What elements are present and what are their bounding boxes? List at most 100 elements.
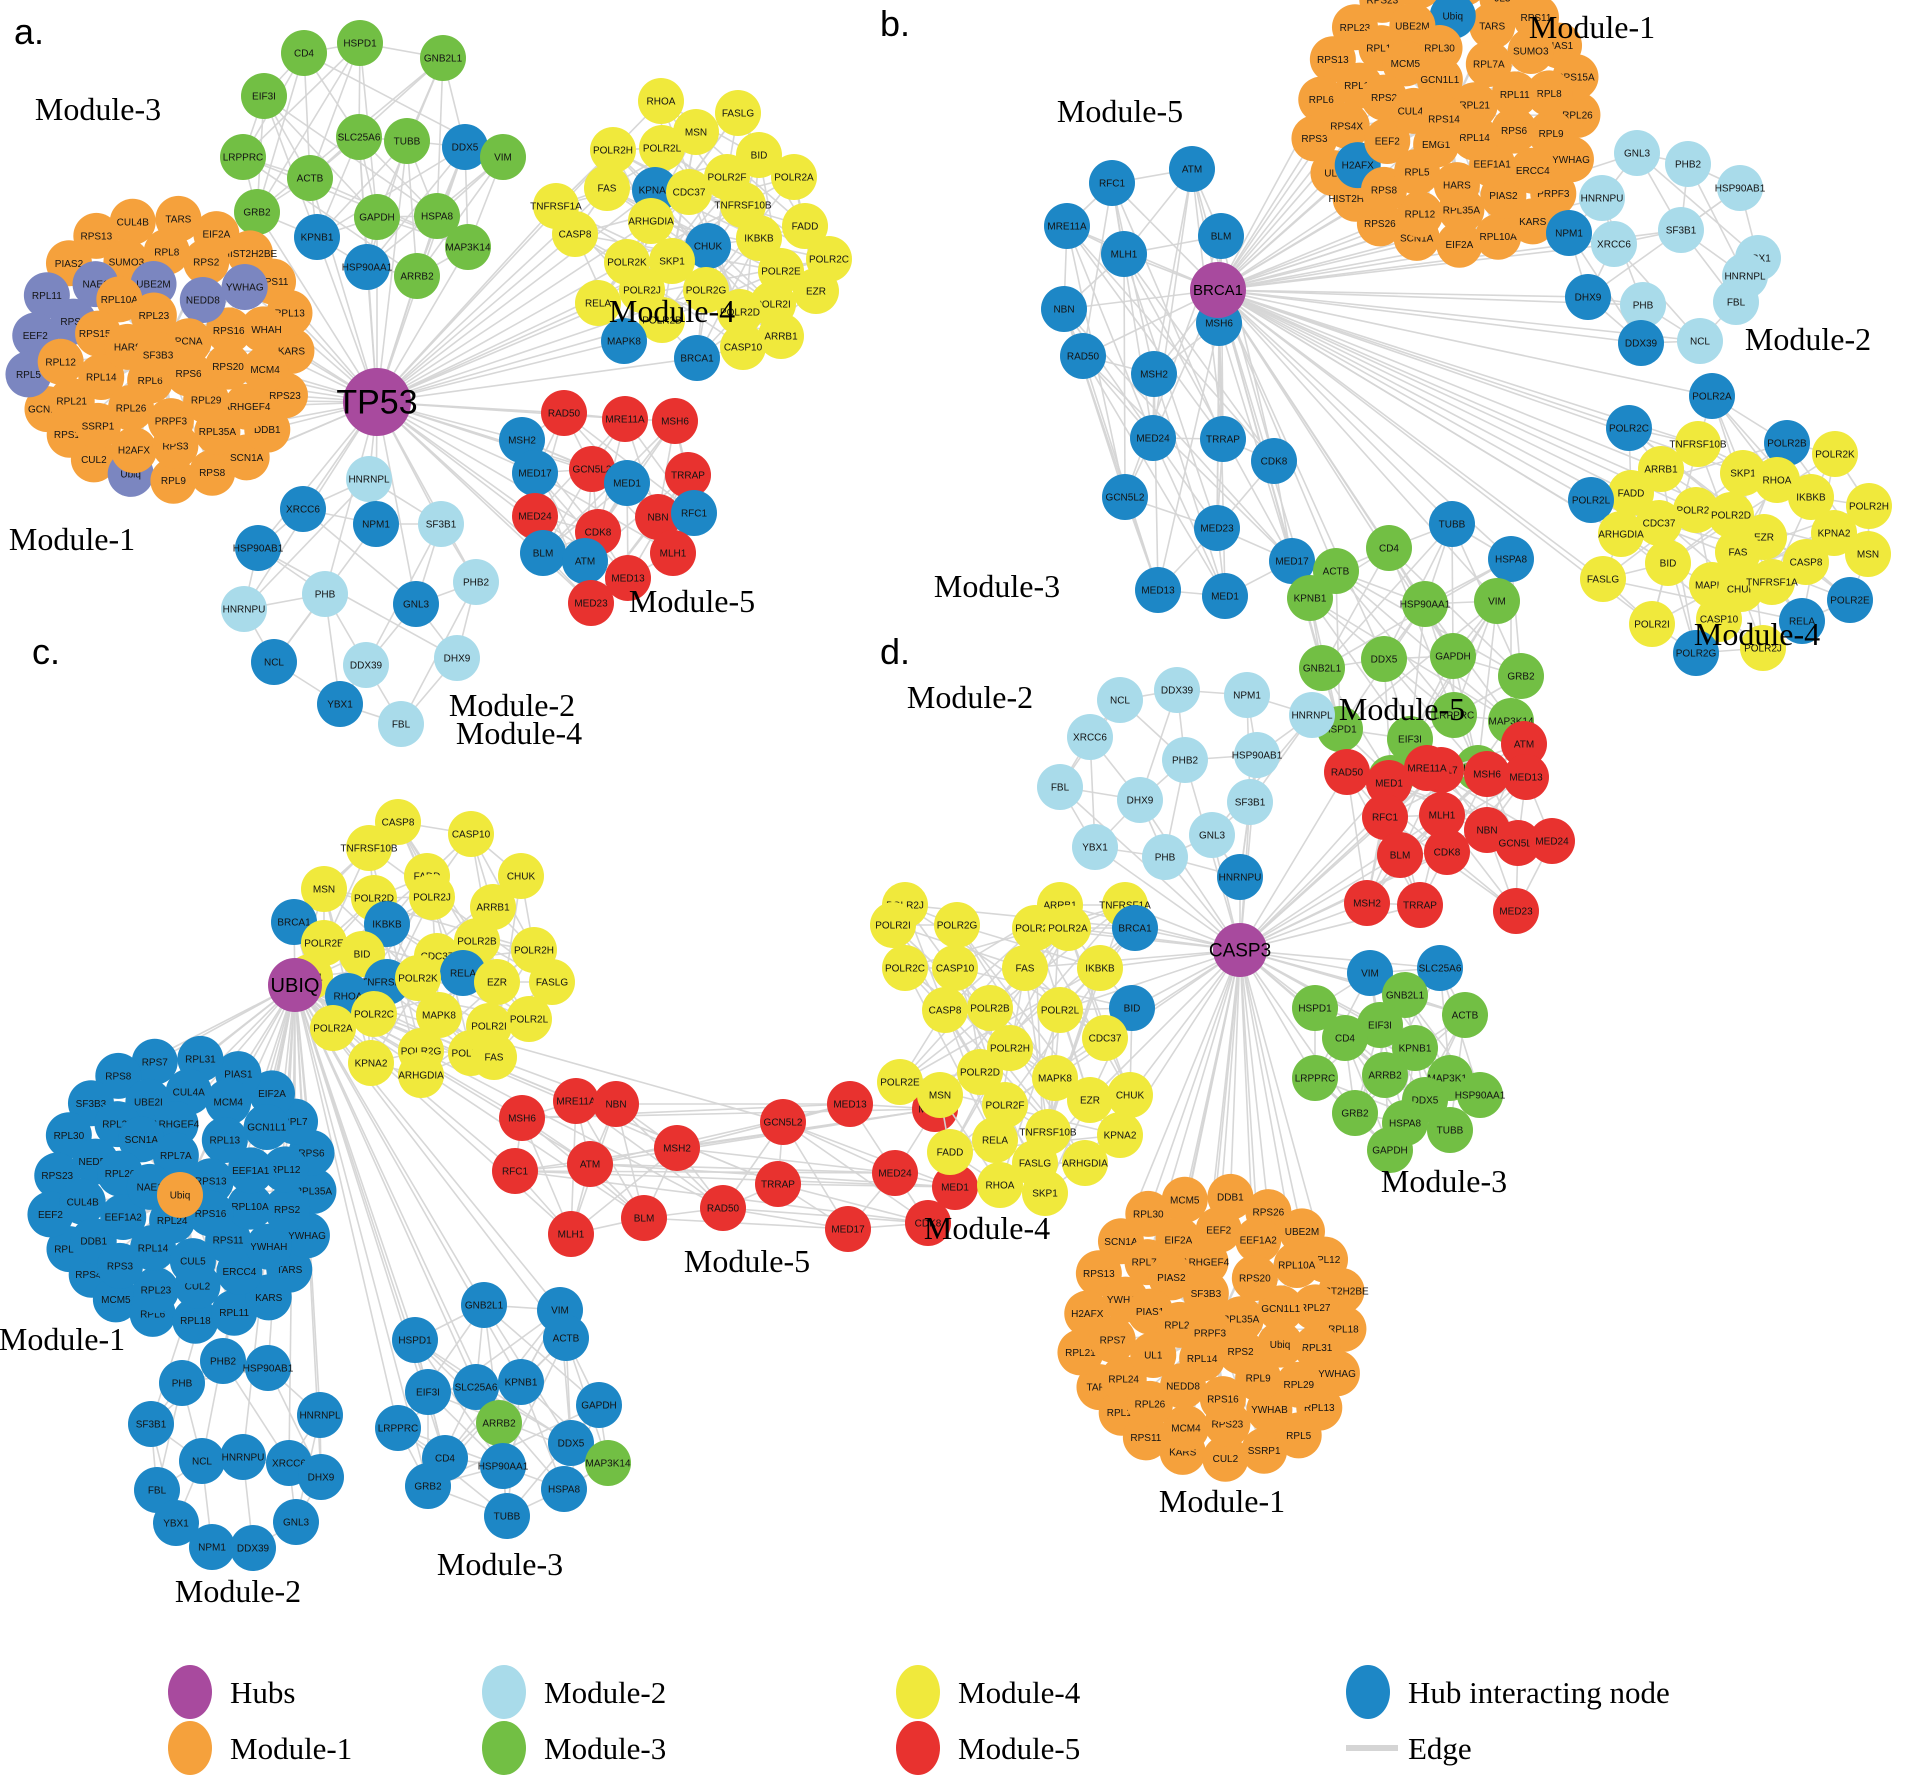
node-label: RPL6 [1309,95,1334,106]
network-node: NBN [1041,286,1087,332]
node-label: RPS3 [162,441,189,452]
node-label: POLR2J [413,893,451,904]
node-label: YWHAG [1552,155,1590,166]
node-label: HSP90AB1 [1232,751,1283,762]
node-label: YBX1 [1082,843,1108,854]
node-label: MSH6 [1205,319,1233,330]
network-node: Ubiq [1257,1321,1304,1368]
node-label: ATM [580,1160,600,1171]
network-node: FASLG [1580,556,1626,602]
node-label: CD4 [1379,544,1399,555]
node-label: RPL5 [1405,167,1430,178]
network-node: RPL10A [1273,1241,1320,1288]
network-node: CHUK [685,223,731,269]
node-label: EEF2 [1206,1225,1231,1236]
network-node: EZR [474,959,520,1005]
node-label: SF3B1 [1235,798,1266,809]
node-label: NAE1 [82,280,109,291]
node-label: FADD [1618,489,1645,500]
node-label: SF3B3 [143,350,174,361]
node-label: BID [1660,559,1677,570]
network-node: FASLG [715,90,761,136]
network-node: RHOA [977,1162,1023,1208]
network-node: RPL13 [201,1117,248,1164]
node-label: PHB2 [1172,756,1199,767]
network-node: BID [1645,540,1691,586]
node-label: MAPK8 [422,1011,456,1022]
legend-swatch [168,1665,212,1719]
module-label: Module-2 [1745,321,1871,357]
network-node: POLR2A [1689,373,1735,419]
node-label: VIM [1488,597,1506,608]
network-node: ATM [562,538,608,584]
node-label: HSP90AB1 [243,1364,294,1375]
node-label: RPL13 [1366,44,1397,55]
network-node: RPS2 [264,1186,311,1233]
node-label: ATM [1514,740,1534,751]
node-label: BRCA1 [1118,924,1152,935]
node-label: SUMO3 [109,257,145,268]
network-node: DDX39 [230,1525,276,1571]
network-node: DHX9 [434,635,480,681]
panel-b: RFC1 ATM MRE11A BLM MLH1 NBN MSH6 RAD50 MSH2 MED2… [880,0,1892,801]
node-label: FBL [1051,783,1070,794]
node-label: MAPK8 [1038,1074,1072,1085]
network-node: YBX1 [153,1500,199,1546]
node-label: SKP1 [1730,469,1756,480]
network-node: GAPDH [1430,633,1476,679]
network-node: HNRNPL [1289,692,1335,738]
node-label: DDX5 [1371,655,1398,666]
node-label: PRPF3 [1194,1328,1227,1339]
network-node: GCN5L2 [760,1099,806,1145]
node-label: SF3B3 [76,1099,107,1110]
network-node: MED1 [932,1164,978,1210]
node-label: MED24 [1136,434,1170,445]
node-label: MSH6 [1473,770,1501,781]
node-label: MED23 [1200,524,1234,535]
network-node: RELA [972,1117,1018,1163]
node-label: EEF1A1 [1474,160,1512,171]
network-node: TNFRSF1A [1746,559,1798,605]
node-label: POLR2K [398,974,438,985]
node-label: KPNA2 [1818,529,1851,540]
node-label: POLR2I [471,1022,507,1033]
network-node: RPL29 [1275,1361,1322,1408]
network-node: MSH2 [1344,880,1390,926]
network-node: FADD [782,203,828,249]
network-node: RPL23 [130,292,177,339]
node-label: POLR2G [937,921,978,932]
network-node: POLR2L [639,125,685,171]
network-node: HNRNPU [1579,175,1625,221]
node-label: GAPDH [581,1401,617,1412]
node-label: RPS23 [1212,1419,1244,1430]
node-label: FASLG [536,978,568,989]
node-label: RPL21 [1459,101,1490,112]
node-label: TUBB [394,137,421,148]
network-node: GNL3 [393,581,439,627]
node-label: TUBB [494,1512,521,1523]
node-label: SSRP1 [82,421,115,432]
node-label: RPS4X [1330,121,1363,132]
network-node: POLR2L [1037,987,1083,1033]
network-node: PHB [1620,282,1666,328]
network-node: PHB2 [1665,141,1711,187]
node-label: CDK8 [585,528,612,539]
network-node: KPNB1 [1392,1025,1438,1071]
node-label: RPL13 [1304,1403,1335,1414]
node-label: KPNB1 [1294,594,1327,605]
network-node: RPS4X [1323,102,1370,149]
node-label: CD4 [1335,1034,1355,1045]
network-node: CDC37 [666,169,712,215]
node-label: POLR2F [708,173,747,184]
node-label: ATM [575,557,595,568]
network-node: POLR2C [1606,405,1652,451]
node-label: RPL8 [154,247,179,258]
node-label: NPM1 [1555,229,1583,240]
node-label: FADD [792,222,819,233]
network-node: BLM [1198,213,1244,259]
network-node: POLR2B [967,985,1013,1031]
legend-label: Hubs [230,1675,295,1710]
network-node: RHOA [1754,457,1800,503]
network-node: YWHAG [221,263,268,310]
